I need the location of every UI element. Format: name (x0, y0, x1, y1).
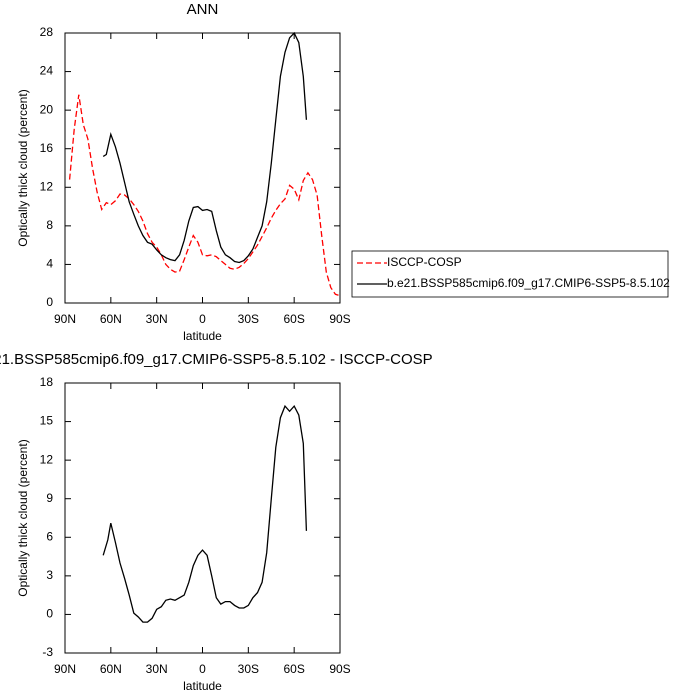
x-tick-label: 90N (54, 662, 76, 676)
y-tick-label: 4 (46, 257, 53, 271)
x-tick-label: 60S (283, 312, 304, 326)
y-tick-label: 28 (40, 25, 54, 39)
x-tick-label: 30N (146, 662, 168, 676)
x-axis-label: latitude (183, 679, 222, 693)
y-tick-label: 8 (46, 218, 53, 232)
x-tick-label: 30S (238, 662, 259, 676)
y-tick-label: -3 (42, 645, 53, 659)
legend-label: ISCCP-COSP (387, 255, 462, 269)
legend-label: b.e21.BSSP585cmip6.f09_g17.CMIP6-SSP5-8.… (387, 276, 670, 290)
x-tick-label: 60N (100, 312, 122, 326)
y-tick-label: 9 (46, 491, 53, 505)
chart-title: b.e21.BSSP585cmip6.f09_g17.CMIP6-SSP5-8.… (0, 351, 433, 368)
y-tick-label: 3 (46, 568, 53, 582)
y-tick-label: 0 (46, 295, 53, 309)
legend-box (351, 250, 669, 298)
x-tick-label: 0 (199, 662, 206, 676)
x-tick-label: 60N (100, 662, 122, 676)
data-line (68, 94, 339, 296)
y-tick-label: 12 (40, 179, 54, 193)
x-tick-label: 90S (329, 662, 350, 676)
y-tick-label: 0 (46, 607, 53, 621)
y-axis-label: Optically thick cloud (percent) (16, 89, 30, 246)
x-axis-label: latitude (183, 329, 222, 343)
x-tick-label: 30N (146, 312, 168, 326)
y-tick-label: 15 (40, 414, 54, 428)
data-line (102, 31, 308, 264)
x-tick-label: 0 (199, 312, 206, 326)
x-tick-label: 30S (238, 312, 259, 326)
x-tick-label: 90N (54, 312, 76, 326)
chart-title: ANN (187, 1, 219, 18)
plot-frame (64, 32, 341, 304)
plot-frame (64, 382, 341, 654)
y-tick-label: 12 (40, 452, 54, 466)
y-axis-label: Optically thick cloud (percent) (16, 439, 30, 596)
y-tick-label: 6 (46, 529, 53, 543)
y-tick-label: 24 (40, 64, 54, 78)
data-line (102, 404, 308, 623)
x-tick-label: 60S (283, 662, 304, 676)
x-tick-label: 90S (329, 312, 350, 326)
y-tick-label: 18 (40, 375, 54, 389)
y-tick-label: 20 (40, 102, 54, 116)
y-tick-label: 16 (40, 141, 54, 155)
